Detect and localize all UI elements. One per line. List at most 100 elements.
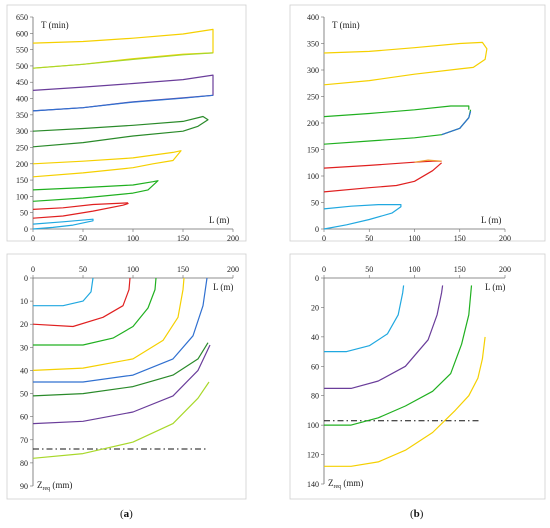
y-tick-label: 40 [20,366,28,375]
y-tick-label: 60 [20,413,28,422]
x-tick-label: 50 [365,265,373,274]
y-tick-label: 70 [20,436,28,445]
y-tick-label: 150 [16,176,28,185]
x-tick-label: 200 [227,265,239,274]
x-tick-label: 200 [499,265,511,274]
series-line-cyan [324,285,405,353]
series-line-yellow [324,336,486,467]
y-tick-label: 200 [307,119,319,128]
series-line-yellow [32,277,185,371]
x-tick-label: 200 [227,234,239,243]
x-tick-label: 150 [177,234,189,243]
y-tick-label: 20 [311,303,319,312]
series-line-yellow [323,41,488,86]
series-line-red [32,202,129,210]
caption-b: (b) [410,508,424,520]
y-tick-label: 400 [307,13,319,22]
series-line-green [324,285,473,426]
y-tick-label: 0 [24,225,28,234]
series-line-red [323,162,442,193]
y-tick-label: 30 [20,343,28,352]
y-tick-label: 100 [16,192,28,201]
y-tick-label: 120 [307,451,319,460]
y-tick-label: 80 [311,392,319,401]
series-line-green [32,180,159,202]
series-line-red [32,277,131,328]
y-tick-label: 300 [16,127,28,136]
caption-a: (a) [120,508,133,520]
y-tick-label: 350 [307,40,319,49]
series-line-blue [32,94,214,112]
y-tick-label: 60 [311,362,319,371]
y-tick-label: 0 [315,225,319,234]
x-tick-label: 100 [127,234,139,243]
chart-frame [289,4,546,242]
x-axis-label: L (m) [209,215,229,225]
chart-frame [6,4,247,242]
y-tick-label: 650 [16,13,28,22]
y-tick-label: 150 [307,146,319,155]
y-tick-label: 40 [311,333,319,342]
y-tick-label: 300 [307,66,319,75]
series-line-purple [324,285,444,389]
y-tick-label: 200 [16,160,28,169]
x-tick-label: 0 [322,265,326,274]
y-tick-label: 250 [307,93,319,102]
x-tick-label: 50 [79,265,87,274]
chart-frame [289,253,546,500]
x-tick-label: 50 [79,234,87,243]
series-line-darkgreen [32,342,209,397]
series-line-cyan [32,218,94,230]
series-line-cyan [33,277,94,307]
series-line-blue [441,111,472,136]
y-tick-label: 500 [16,62,28,71]
series-line-green [33,277,157,346]
y-axis-label: Zreq (mm) [328,478,363,490]
y-tick-label: 80 [20,459,28,468]
chart-b-top: 0 50 100 150 200 0 50 100 150 200 250 300 350 400 T (m… [289,4,546,243]
x-tick-label: 0 [31,265,35,274]
series-line-green [323,105,470,118]
series-line-darkgreen [32,115,209,148]
x-tick-label: 0 [31,234,35,243]
y-axis-label: T (min) [41,20,69,30]
series-line-purple [32,344,211,425]
x-tick-label: 100 [409,234,421,243]
y-tick-label: 400 [16,95,28,104]
series-line-yellow [32,150,182,178]
y-tick-label: 550 [16,46,28,55]
y-tick-label: 100 [307,421,319,430]
x-tick-label: 200 [499,234,511,243]
y-tick-label: 50 [20,390,28,399]
x-tick-label: 150 [177,265,189,274]
x-tick-label: 0 [322,234,326,243]
series-line-blue [33,277,208,383]
y-tick-label: 0 [315,274,319,283]
y-axis-label: T (min) [332,20,360,30]
series-line-lime [32,52,214,69]
series-line-cyan [323,204,402,230]
x-tick-label: 100 [127,265,139,274]
x-axis-label: L (m) [213,282,233,292]
y-axis-label: Zreq (mm) [37,480,72,492]
series-line-lime [32,381,210,459]
y-tick-label: 100 [307,172,319,181]
y-tick-label: 50 [311,199,319,208]
y-tick-label: 450 [16,78,28,87]
series-line-orange [414,159,442,163]
y-tick-label: 600 [16,29,28,38]
x-axis-label: L (m) [481,215,501,225]
y-tick-label: 90 [20,482,28,491]
y-tick-label: 10 [20,297,28,306]
y-tick-label: 0 [24,274,28,283]
chart-b-bottom: 0 50 100 150 200 0 20 40 60 80 100 120 140 L (m) Zreq … [289,253,546,500]
chart-a-top: 0 50 100 150 200 0 50 100 150 200 250 300 350 400 450 5… [6,4,247,243]
x-tick-label: 150 [454,234,466,243]
x-tick-label: 100 [409,265,421,274]
y-tick-label: 50 [20,209,28,218]
x-axis-label: L (m) [485,282,505,292]
y-tick-label: 250 [16,143,28,152]
x-tick-label: 50 [365,234,373,243]
y-tick-label: 350 [16,111,28,120]
